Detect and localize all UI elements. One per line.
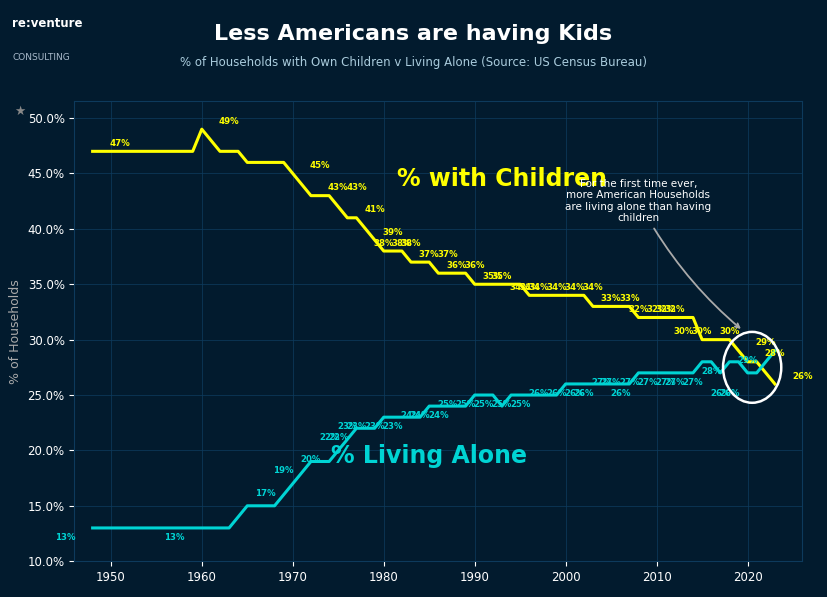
Text: 26%: 26% bbox=[528, 389, 548, 398]
Text: 26%: 26% bbox=[710, 389, 730, 398]
Text: 26%: 26% bbox=[574, 389, 594, 398]
Text: 27%: 27% bbox=[592, 378, 612, 387]
Text: 37%: 37% bbox=[437, 250, 457, 259]
Text: 33%: 33% bbox=[601, 294, 621, 303]
Text: 24%: 24% bbox=[428, 411, 448, 420]
Text: 22%: 22% bbox=[328, 433, 348, 442]
Text: 34%: 34% bbox=[547, 283, 566, 292]
Text: 38%: 38% bbox=[392, 239, 412, 248]
Text: For the first time ever,
more American Households
are living alone than having
c: For the first time ever, more American H… bbox=[566, 179, 739, 328]
Text: 22%: 22% bbox=[319, 433, 339, 442]
Text: 32%: 32% bbox=[629, 305, 648, 314]
Text: 24%: 24% bbox=[410, 411, 430, 420]
Text: 30%: 30% bbox=[674, 327, 694, 336]
Text: 28%: 28% bbox=[765, 349, 785, 358]
Text: 26%: 26% bbox=[565, 389, 585, 398]
Text: 26%: 26% bbox=[547, 389, 566, 398]
Text: % of Households with Own Children v Living Alone (Source: US Census Bureau): % of Households with Own Children v Livi… bbox=[180, 56, 647, 69]
Text: 41%: 41% bbox=[365, 205, 385, 214]
Text: 23%: 23% bbox=[337, 422, 357, 431]
Text: 29%: 29% bbox=[756, 338, 776, 347]
Text: 26%: 26% bbox=[792, 371, 812, 381]
Text: 30%: 30% bbox=[692, 327, 712, 336]
Text: 27%: 27% bbox=[601, 378, 621, 387]
Text: CONSULTING: CONSULTING bbox=[12, 53, 70, 61]
Text: 36%: 36% bbox=[447, 261, 466, 270]
Text: 24%: 24% bbox=[401, 411, 421, 420]
Text: 25%: 25% bbox=[474, 400, 494, 409]
Text: 13%: 13% bbox=[55, 533, 75, 542]
Text: 37%: 37% bbox=[419, 250, 439, 259]
Text: 36%: 36% bbox=[465, 261, 485, 270]
Text: 17%: 17% bbox=[256, 488, 275, 498]
Text: 23%: 23% bbox=[365, 422, 385, 431]
Text: 19%: 19% bbox=[274, 466, 294, 475]
Text: 33%: 33% bbox=[619, 294, 639, 303]
Text: 34%: 34% bbox=[519, 283, 539, 292]
Text: 38%: 38% bbox=[401, 239, 421, 248]
Text: ★: ★ bbox=[14, 105, 26, 118]
Text: 27%: 27% bbox=[665, 378, 685, 387]
Text: 25%: 25% bbox=[492, 400, 512, 409]
Text: 43%: 43% bbox=[347, 183, 366, 192]
Text: 39%: 39% bbox=[383, 227, 403, 236]
Text: 32%: 32% bbox=[665, 305, 685, 314]
Text: 43%: 43% bbox=[328, 183, 348, 192]
Text: 32%: 32% bbox=[656, 305, 676, 314]
Text: 38%: 38% bbox=[374, 239, 394, 248]
Text: 27%: 27% bbox=[683, 378, 703, 387]
Text: 28%: 28% bbox=[701, 367, 721, 376]
Text: 34%: 34% bbox=[510, 283, 530, 292]
Text: 35%: 35% bbox=[483, 272, 503, 281]
Text: 34%: 34% bbox=[565, 283, 585, 292]
Text: 25%: 25% bbox=[456, 400, 476, 409]
Text: 26%: 26% bbox=[719, 389, 739, 398]
Text: 25%: 25% bbox=[510, 400, 530, 409]
Text: 20%: 20% bbox=[301, 456, 321, 464]
Text: 49%: 49% bbox=[219, 117, 239, 126]
Text: 32%: 32% bbox=[647, 305, 667, 314]
Text: 25%: 25% bbox=[437, 400, 457, 409]
Text: 27%: 27% bbox=[619, 378, 639, 387]
Text: 13%: 13% bbox=[165, 533, 184, 542]
Text: 47%: 47% bbox=[109, 139, 131, 148]
Text: 30%: 30% bbox=[719, 327, 739, 336]
Text: % with Children: % with Children bbox=[397, 167, 607, 191]
Text: 23%: 23% bbox=[383, 422, 403, 431]
Y-axis label: % of Households: % of Households bbox=[9, 279, 22, 384]
Text: 35%: 35% bbox=[492, 272, 512, 281]
Text: 27%: 27% bbox=[656, 378, 676, 387]
Text: 29%: 29% bbox=[738, 356, 758, 365]
Text: 45%: 45% bbox=[310, 161, 330, 170]
Text: 34%: 34% bbox=[528, 283, 548, 292]
Text: 27%: 27% bbox=[638, 378, 657, 387]
Text: 26%: 26% bbox=[610, 389, 630, 398]
Text: 23%: 23% bbox=[347, 422, 366, 431]
Text: 34%: 34% bbox=[583, 283, 603, 292]
Text: % Living Alone: % Living Alone bbox=[331, 444, 528, 468]
Text: Less Americans are having Kids: Less Americans are having Kids bbox=[214, 24, 613, 44]
Text: re:venture: re:venture bbox=[12, 17, 83, 30]
